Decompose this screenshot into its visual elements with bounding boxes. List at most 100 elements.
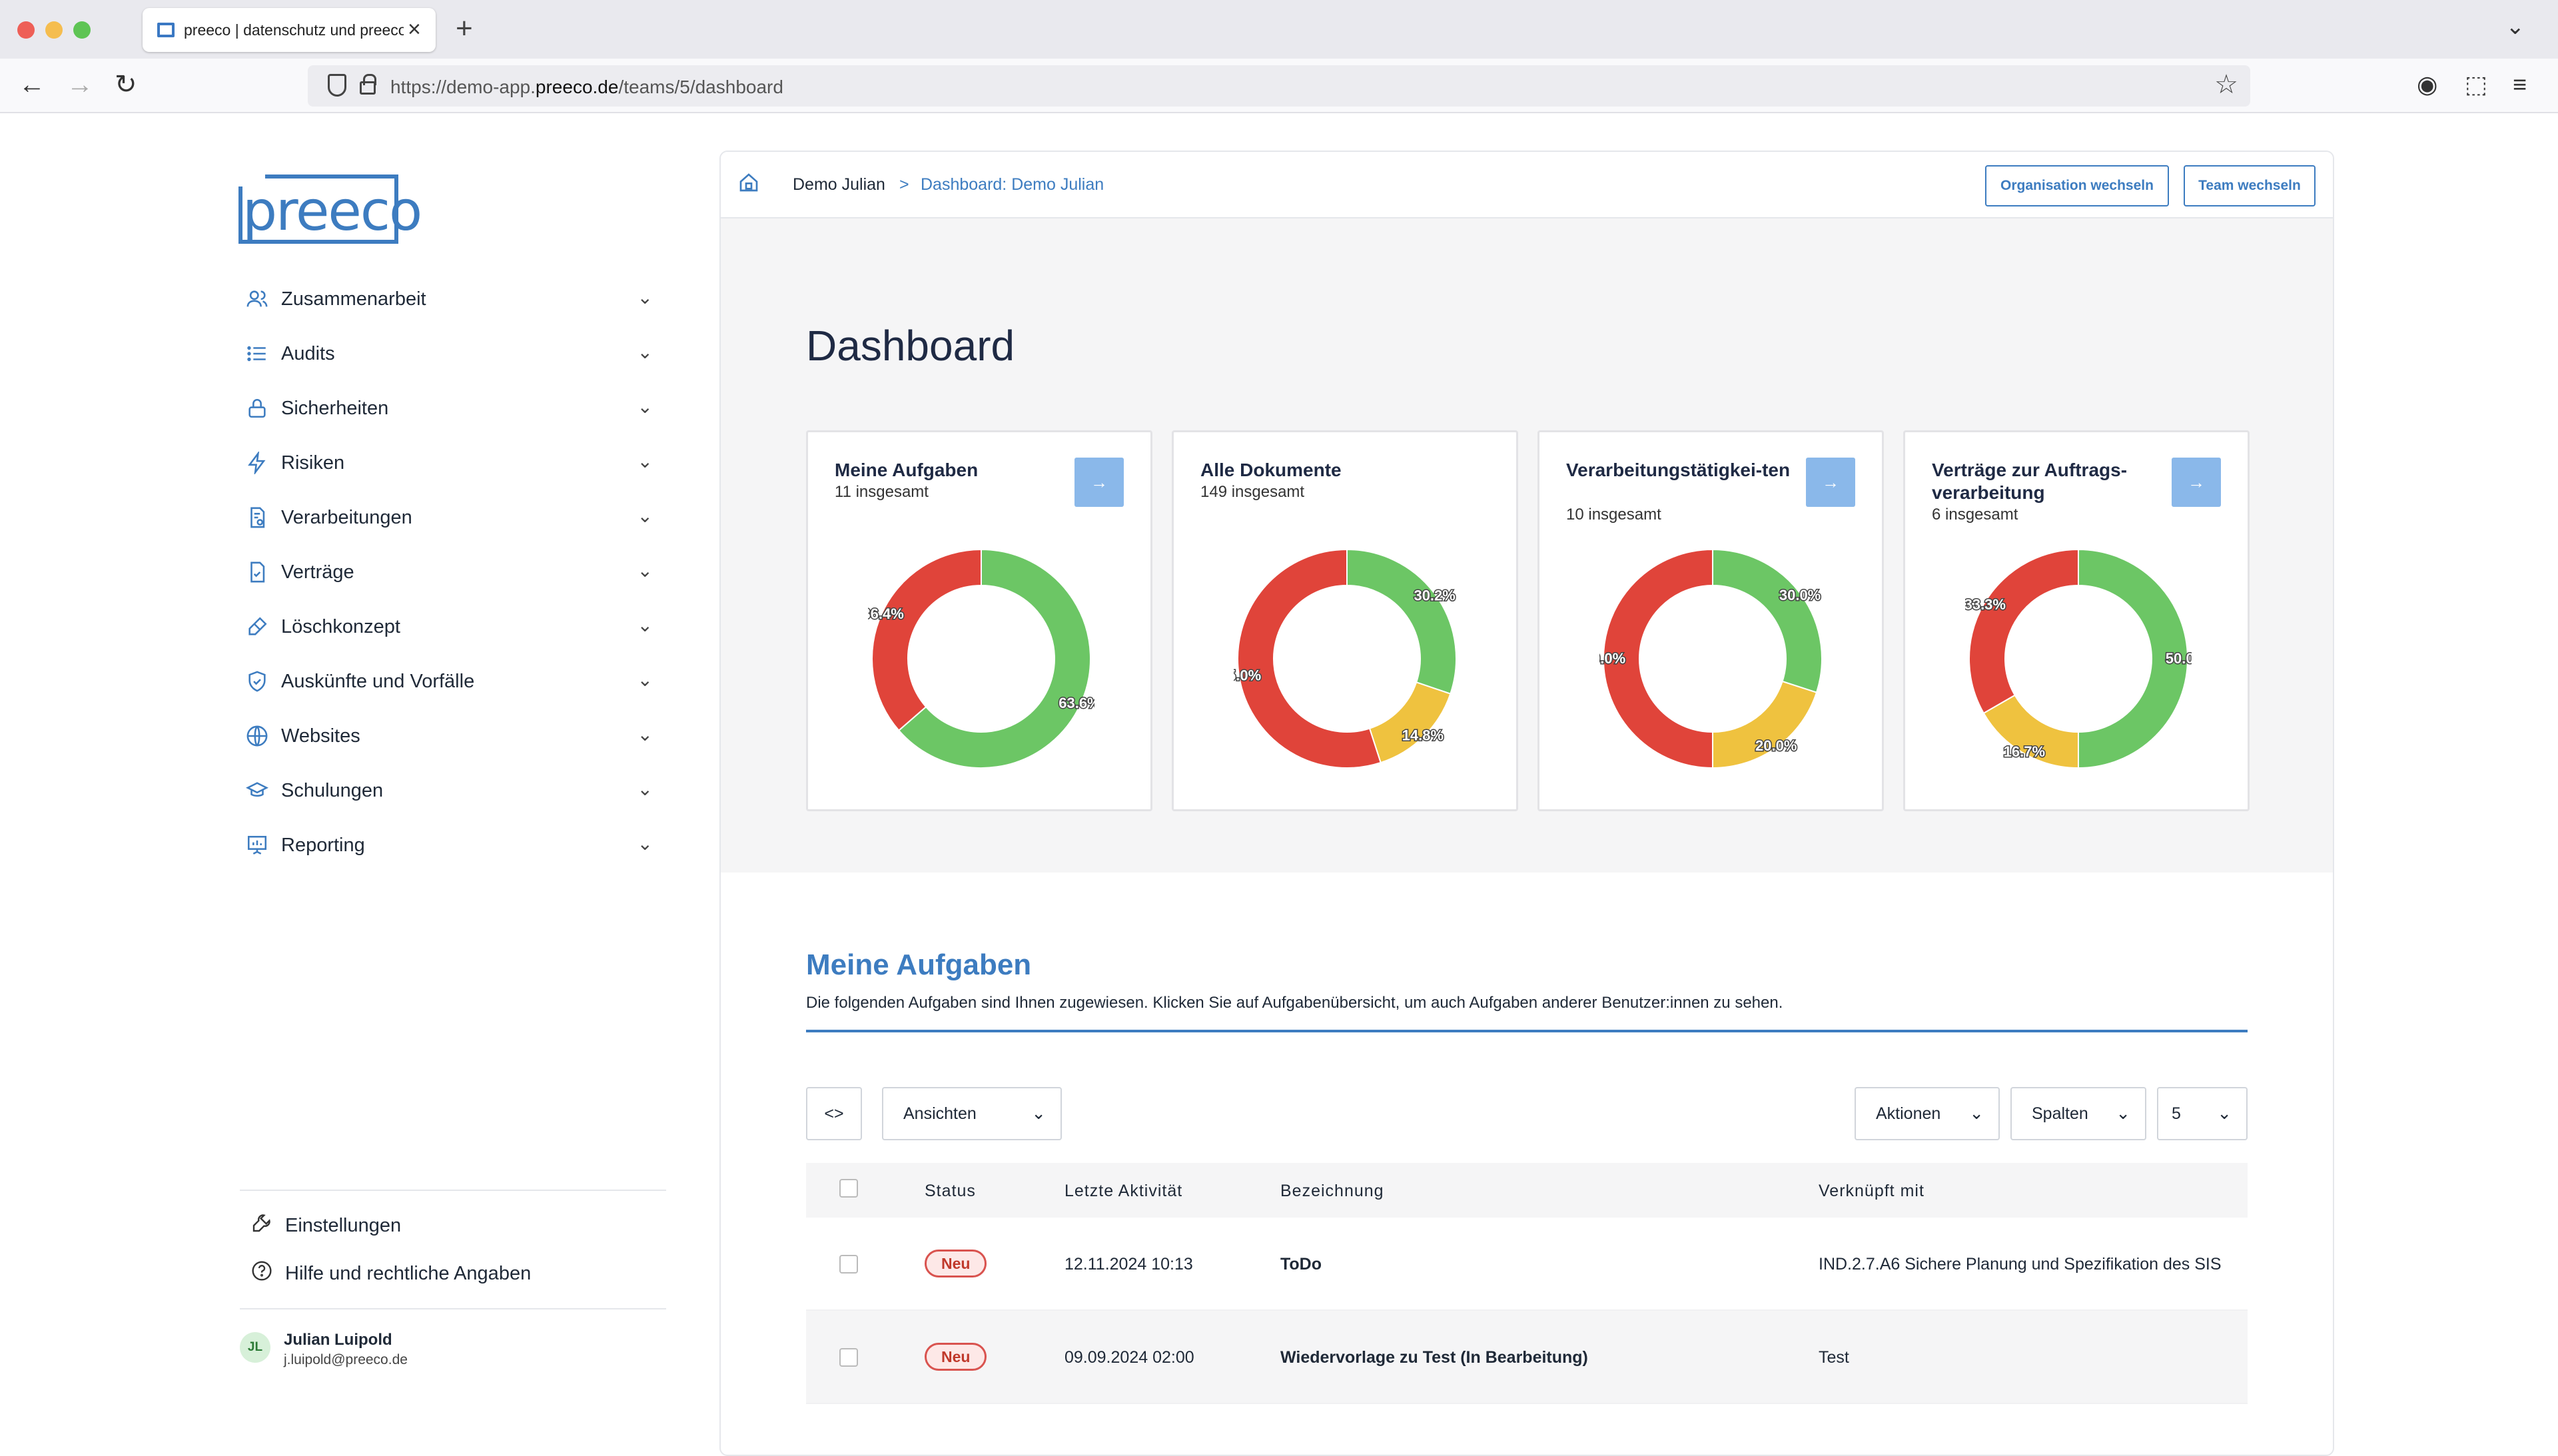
- views-dropdown[interactable]: Ansichten ⌄: [882, 1087, 1062, 1140]
- sidebar-item-risiken[interactable]: Risiken ⌄: [240, 436, 666, 490]
- chevron-down-icon[interactable]: ⌄: [637, 506, 653, 526]
- menu-hamburger-icon[interactable]: ≡: [2513, 71, 2527, 98]
- chevron-down-icon[interactable]: ⌄: [637, 342, 653, 362]
- actions-dropdown[interactable]: Aktionen ⌄: [1855, 1087, 2000, 1140]
- sidebar-item-zusammenarbeit[interactable]: Zusammenarbeit ⌄: [240, 272, 666, 326]
- lock-icon[interactable]: [360, 74, 376, 95]
- section-title: Meine Aufgaben: [806, 948, 1032, 981]
- card-title: Verarbeitungstätigkei-ten: [1566, 460, 1791, 480]
- chevron-down-icon: ⌄: [2217, 1103, 2232, 1123]
- arrow-right-icon[interactable]: →: [1806, 458, 1855, 507]
- browser-tab-active[interactable]: preeco | datenschutz und preeco ×: [143, 8, 436, 52]
- window-zoom-button[interactable]: [73, 21, 91, 39]
- url-text[interactable]: https://demo-app.preeco.de/teams/5/dashb…: [390, 77, 783, 97]
- column-header-status[interactable]: Status: [925, 1182, 976, 1200]
- sidebar-item-auskuenfte[interactable]: Auskünfte und Vorfälle ⌄: [240, 654, 666, 709]
- table-row[interactable]: Neu 12.11.2024 10:13 ToDo IND.2.7.A6 Sic…: [806, 1218, 2248, 1311]
- donut-slice-red[interactable]: [1237, 548, 1382, 769]
- card-alle-dokumente: Alle Dokumente 149 insgesamt 30.2% 14.8% 5…: [1172, 430, 1518, 811]
- page-size-select[interactable]: 5 ⌄: [2157, 1087, 2248, 1140]
- sidebar-item-verarbeitungen[interactable]: Verarbeitungen ⌄: [240, 490, 666, 545]
- card-verarbeitungstaetigkeiten: Verarbeitungstätigkei-ten 10 insgesamt →…: [1537, 430, 1884, 811]
- globe-icon: [245, 724, 269, 748]
- toggle-filter-button[interactable]: <>: [806, 1087, 862, 1140]
- browser-navbar: ← → ↻ https://demo-app.preeco.de/teams/5…: [0, 59, 2558, 113]
- donut-slice-yellow[interactable]: [1368, 681, 1452, 764]
- cell-linked[interactable]: Test: [1819, 1348, 1849, 1367]
- chevron-down-icon[interactable]: ⌄: [637, 615, 653, 635]
- donut-slice-label: 33.3%: [1965, 596, 2006, 613]
- donut-slice-green[interactable]: [1346, 548, 1457, 695]
- chevron-down-icon[interactable]: ⌄: [637, 669, 653, 690]
- donut-slice-label: 30.2%: [1414, 587, 1455, 604]
- switch-organisation-button[interactable]: Organisation wechseln: [1985, 165, 2169, 206]
- sidebar-item-vertraege[interactable]: Verträge ⌄: [240, 545, 666, 599]
- donut-slice-red[interactable]: [1603, 548, 1713, 769]
- back-arrow-icon[interactable]: ←: [19, 70, 45, 99]
- breadcrumb-root[interactable]: Demo Julian: [793, 175, 885, 194]
- account-icon[interactable]: ◉: [2417, 71, 2438, 98]
- chevron-down-icon[interactable]: ⌄: [637, 396, 653, 417]
- cell-name[interactable]: ToDo: [1280, 1255, 1322, 1274]
- sidebar-item-schulungen[interactable]: Schulungen ⌄: [240, 763, 666, 818]
- chevron-down-icon[interactable]: ⌄: [637, 724, 653, 745]
- avatar[interactable]: JL: [240, 1332, 270, 1363]
- chevron-down-icon[interactable]: ⌄: [637, 833, 653, 854]
- sidebar-item-sicherheiten[interactable]: Sicherheiten ⌄: [240, 381, 666, 436]
- column-header-name[interactable]: Bezeichnung: [1280, 1182, 1384, 1200]
- sidebar-help-link[interactable]: Hilfe und rechtliche Angaben: [249, 1260, 531, 1287]
- preeco-logo[interactable]: preeco: [238, 175, 422, 244]
- list-icon: [245, 342, 269, 366]
- breadcrumb-current[interactable]: Dashboard: Demo Julian: [921, 175, 1104, 194]
- chevron-down-icon: ⌄: [2116, 1103, 2130, 1123]
- cell-linked[interactable]: IND.2.7.A6 Sichere Planung und Spezifika…: [1819, 1255, 2222, 1274]
- switch-team-button[interactable]: Team wechseln: [2184, 165, 2316, 206]
- url-bar[interactable]: https://demo-app.preeco.de/teams/5/dashb…: [308, 65, 2250, 107]
- chevron-down-icon[interactable]: ⌄: [637, 287, 653, 308]
- new-tab-button[interactable]: +: [456, 12, 473, 45]
- table-row[interactable]: Neu 09.09.2024 02:00 Wiedervorlage zu Te…: [806, 1311, 2248, 1404]
- chevron-down-icon[interactable]: ⌄: [637, 779, 653, 799]
- cell-name[interactable]: Wiedervorlage zu Test (In Bearbeitung): [1280, 1348, 1588, 1367]
- columns-dropdown[interactable]: Spalten ⌄: [2010, 1087, 2146, 1140]
- select-all-checkbox[interactable]: [839, 1179, 858, 1198]
- tab-title: preeco | datenschutz und preeco: [184, 21, 404, 39]
- user-name: Julian Luipold: [284, 1331, 392, 1349]
- arrow-right-icon[interactable]: →: [1074, 458, 1124, 507]
- chevron-down-icon[interactable]: ⌄: [637, 560, 653, 581]
- donut-slice-green[interactable]: [2078, 548, 2188, 769]
- sidebar-item-loeschkonzept[interactable]: Löschkonzept ⌄: [240, 599, 666, 654]
- column-header-activity[interactable]: Letzte Aktivität: [1065, 1182, 1183, 1200]
- donut-slice-label: 16.7%: [2004, 743, 2045, 760]
- sidebar-settings-link[interactable]: Einstellungen: [249, 1212, 401, 1239]
- sidebar-item-audits[interactable]: Audits ⌄: [240, 326, 666, 381]
- bolt-icon: [245, 451, 269, 475]
- presentation-chart-icon: [245, 833, 269, 857]
- bookmark-star-icon[interactable]: ☆: [2214, 70, 2238, 99]
- donut-slice-red[interactable]: [1968, 548, 2079, 715]
- row-checkbox[interactable]: [839, 1348, 858, 1367]
- tab-list-chevron-icon[interactable]: ⌄: [2505, 14, 2525, 39]
- arrow-right-icon[interactable]: →: [2172, 458, 2221, 507]
- window-minimize-button[interactable]: [45, 21, 63, 39]
- donut-chart: 63.6% 36.4%: [868, 548, 1094, 769]
- sidebar-item-websites[interactable]: Websites ⌄: [240, 709, 666, 763]
- extensions-icon[interactable]: ⬚: [2465, 71, 2488, 98]
- donut-slice-green[interactable]: [1712, 548, 1823, 693]
- chevron-down-icon[interactable]: ⌄: [637, 451, 653, 472]
- topbar: Demo Julian > Dashboard: Demo Julian Org…: [721, 152, 2333, 218]
- sidebar-item-reporting[interactable]: Reporting ⌄: [240, 818, 666, 873]
- reload-icon[interactable]: ↻: [115, 70, 137, 99]
- tracking-shield-icon[interactable]: [328, 74, 346, 97]
- window-close-button[interactable]: [17, 21, 35, 39]
- chevron-down-icon: ⌄: [1969, 1103, 1984, 1123]
- forward-arrow-icon[interactable]: →: [67, 70, 93, 99]
- card-subtitle: 11 insgesamt: [835, 483, 929, 501]
- tab-close-icon[interactable]: ×: [408, 17, 421, 42]
- donut-slice-green[interactable]: [897, 548, 1091, 769]
- home-icon[interactable]: [738, 172, 759, 193]
- donut-slice-yellow[interactable]: [1712, 680, 1818, 769]
- donut-slice-red[interactable]: [871, 548, 982, 732]
- column-header-linked[interactable]: Verknüpft mit: [1819, 1182, 1924, 1200]
- row-checkbox[interactable]: [839, 1255, 858, 1274]
